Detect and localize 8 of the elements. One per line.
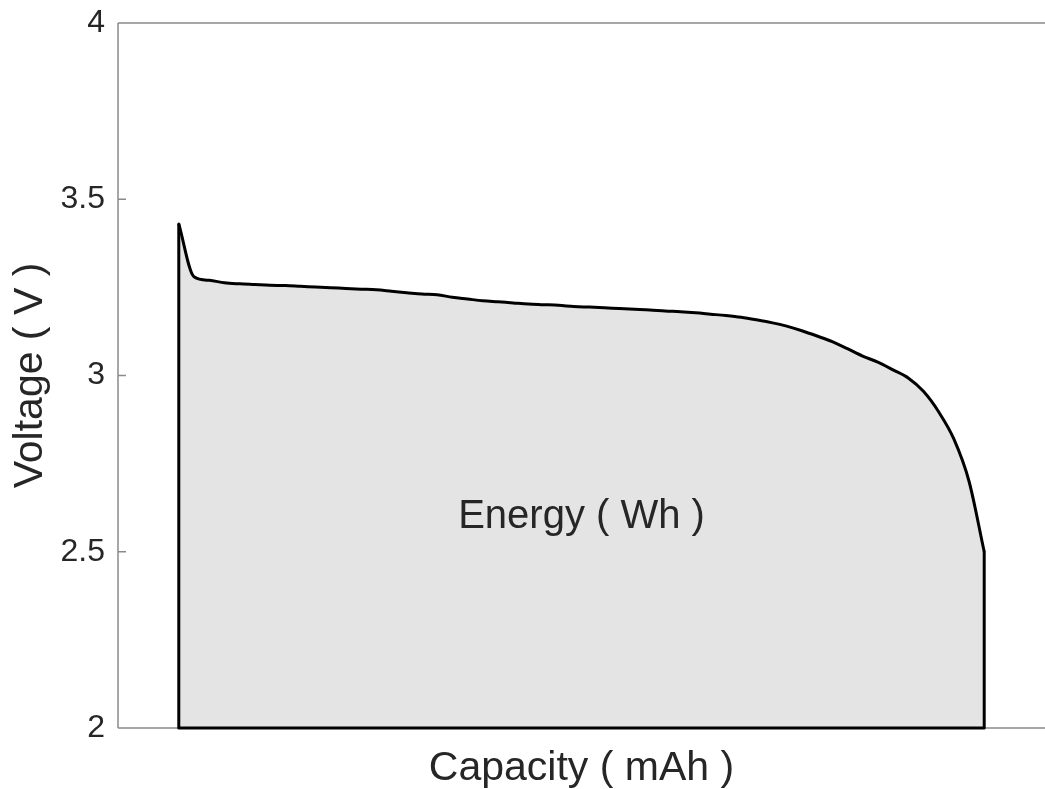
y-tick-label: 2: [87, 707, 105, 744]
y-tick-label: 2.5: [60, 531, 105, 568]
annotation: Energy ( Wh ): [458, 491, 705, 536]
y-tick-label: 3: [87, 355, 105, 392]
y-tick-label: 3.5: [60, 179, 105, 216]
y-tick-label: 4: [87, 2, 105, 39]
y-axis-title: Voltage ( V ): [4, 262, 51, 489]
x-axis-title: Capacity ( mAh ): [428, 742, 735, 789]
